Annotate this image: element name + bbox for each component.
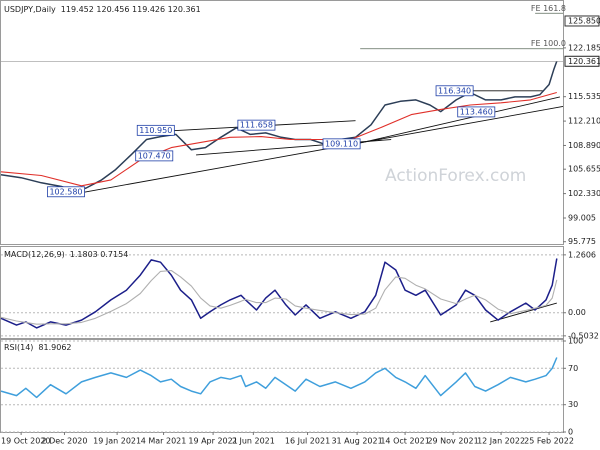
y-tick-label: 1.2606 [568,250,596,259]
series-line [0,269,558,325]
annotation-label: 102.580 [49,187,82,196]
last-value-label: 120.361 [568,57,600,66]
annotation-label: 107.470 [138,151,171,160]
y-tick-label: 0.00 [568,308,586,317]
x-tick-label: 4 Mar 2021 [141,437,187,446]
annotation-box [322,138,361,150]
panel-title: USDJPY,Daily [4,5,56,14]
trendline [339,96,561,149]
panel-title: RSI(14) [4,343,33,352]
y-tick-label: 0 [568,428,573,437]
x-tick-label: 12 Jan 2022 [477,437,525,446]
annotation-box [136,124,175,136]
y-tick-label: 122.185 [568,43,600,52]
annotation-box [435,85,474,97]
annotation-label: 110.950 [139,126,172,135]
y-tick-label: 115.535 [568,92,600,101]
macd-panel [0,246,564,339]
series-line [0,91,557,187]
series-line [0,357,558,399]
x-tick-label: 2 Jun 2021 [232,437,275,446]
x-tick-label: 31 Aug 2021 [331,437,382,446]
y-tick-label: 30 [568,400,578,409]
y-tick-label: 95.775 [568,237,596,246]
price-panel [0,0,564,245]
y-tick-label: 108.890 [568,141,600,150]
level-box [564,15,600,27]
x-tick-label: 2 Dec 2020 [41,437,87,446]
y-tick-label: 112.210 [568,117,600,126]
panel-subtitle: 119.452 120.456 119.426 120.361 [61,5,201,14]
y-tick-label: 105.655 [568,165,600,174]
y-tick-label: 100 [568,337,583,346]
x-tick-label: 29 Nov 2021 [427,437,478,446]
last-value-box [564,55,600,67]
panel-title: MACD(12,26,9) [4,250,65,259]
series-line [0,258,558,329]
fib-label: FE 161.8 [531,4,566,13]
panel-header: RSI(14) 81.9062 [4,343,72,352]
y-tick-label: -0.5032 [568,331,599,340]
annotation-label: 111.658 [240,121,273,130]
watermark: ActionForex.com [385,166,526,186]
panel-header: USDJPY,Daily 119.452 120.456 119.426 120.… [4,5,201,14]
fib-label: FE 100.0 [531,39,566,48]
trendline [490,302,557,323]
x-tick-label: 16 Jul 2021 [285,437,330,446]
panel-subtitle: 1.1803 0.7154 [70,250,129,259]
x-tick-label: 14 Oct 2021 [380,437,429,446]
panel-header: MACD(12,26,9) 1.1803 0.7154 [4,250,128,259]
x-tick-label: 19 Jan 2021 [93,437,141,446]
annotation-label: 109.110 [325,139,358,148]
annotation-box [135,150,174,162]
x-tick-label: 19 Oct 2020 [1,437,50,446]
annotation-box [47,186,85,198]
annotation-label: 116.340 [438,86,471,95]
annotation-label: 113.460 [460,107,493,116]
y-tick-label: 99.005 [568,214,596,223]
y-tick-label: 102.330 [568,189,600,198]
panel-subtitle: 81.9062 [38,343,71,352]
trendline [81,106,564,194]
x-tick-label: 25 Feb 2022 [524,437,574,446]
x-tick-label: 19 Apr 2021 [188,437,237,446]
annotation-box [237,119,276,131]
y-tick-label: 70 [568,364,578,373]
annotation-box [457,106,496,118]
level-label: 125.850 [568,16,600,25]
